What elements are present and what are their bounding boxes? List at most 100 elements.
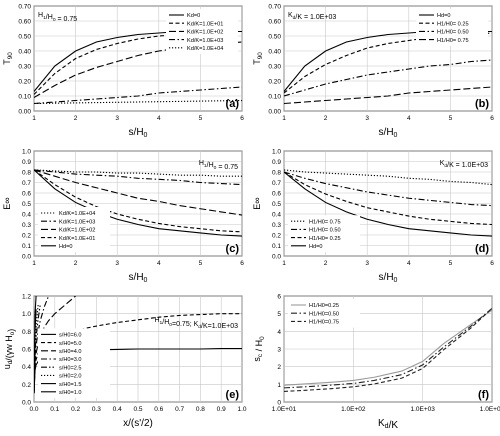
y-tick-label: 0.5 [22, 201, 31, 208]
series-line [284, 171, 492, 226]
panel-letter: (a) [226, 98, 240, 110]
legend-label: H1/H0=0.75 [309, 320, 339, 326]
y-tick-label: 0.70 [268, 4, 281, 11]
x-tick-label: 5 [449, 260, 453, 267]
x-tick-label: 0.5 [133, 406, 142, 413]
y-tick-label: 0.1 [22, 243, 31, 250]
legend-label: Kd/K=1.0E+02 [187, 30, 223, 36]
x-tick-label: 6 [240, 260, 244, 267]
x-tick-label: 3 [365, 260, 369, 267]
panel-annotation: Kd/K = 1.0E+03 [440, 160, 488, 169]
y-tick-label: 0.10 [18, 94, 31, 101]
legend-label: H1/H0= 0.75 [309, 219, 341, 225]
y-tick-label: 0.40 [268, 49, 281, 56]
legend-label: Kd/K=1.0E+04 [59, 211, 95, 217]
y-tick-label: 0.8 [272, 170, 281, 177]
series-line [284, 307, 492, 389]
legend-label: Kd/K=1.0E+04 [187, 46, 223, 52]
x-axis-label: s/H0 [379, 127, 398, 139]
series-line [34, 304, 41, 394]
y-tick-label: 0.60 [268, 19, 281, 26]
x-tick-label: 4 [157, 260, 161, 267]
y-tick-label: 0.20 [18, 79, 31, 86]
y-tick-label: 0.7 [22, 180, 31, 187]
x-tick-label: 1 [32, 260, 36, 267]
legend-label: Kd/K=1.0E+03 [187, 38, 223, 44]
y-tick-label: 0.3 [22, 222, 31, 229]
x-tick-label: 1.0 [237, 406, 246, 413]
legend-label: s/H0=6.0 [59, 333, 82, 339]
panel-d: 0.0 0.1 0.2 0.3 0.4 0.5 0.6 0.7 0.8 0.9 1.0 1 2 3 4 5 6 s… [252, 149, 494, 285]
y-tick-label: 0.7 [272, 180, 281, 187]
series-line [34, 169, 242, 216]
y-tick-label: 0.20 [268, 79, 281, 86]
y-tick-label: 0.50 [18, 34, 31, 41]
legend-label: Kd/K=1.0E+02 [59, 228, 95, 234]
x-tick-label: 0.3 [92, 406, 101, 413]
series-line [34, 296, 37, 394]
x-tick-label: 5 [199, 115, 203, 122]
y-tick-label: 1.0 [272, 149, 281, 156]
y-axis-label: sc / H0 [252, 336, 266, 362]
legend: H1/H0=0.25 H1/H0=0.50 H1/H0=0.75 [288, 299, 360, 328]
x-tick-label: 1 [32, 115, 36, 122]
y-tick-label: 1.2 [22, 294, 31, 301]
y-tick-label: 0.4 [22, 364, 31, 371]
y-tick-label: 4 [277, 329, 281, 336]
legend-label: s/H0=1.0 [59, 390, 82, 396]
y-axis-label: E∞ [252, 197, 262, 209]
y-tick-label: 0.2 [22, 233, 31, 240]
x-tick-label: 0.9 [217, 406, 226, 413]
series-line [34, 86, 242, 105]
x-tick-label: 6 [490, 260, 494, 267]
x-tick-label: 6 [490, 115, 494, 122]
legend-label: s/H0=2.5 [59, 365, 82, 371]
y-tick-label: 0.1 [272, 243, 281, 250]
x-axis-label: s/H0 [129, 127, 148, 139]
series-line [284, 171, 492, 237]
x-tick-label: 2 [324, 115, 328, 122]
legend-label: H1/H0= 0.25 [437, 21, 469, 27]
x-tick-label: 0.8 [196, 406, 205, 413]
x-tick-label: 1.0E+04 [480, 406, 500, 413]
panel-e: 0.0 0.2 0.4 0.6 0.8 1.0 1.2 0.0 0.1 0.2 0.3 0.4 0.5 0… [2, 294, 247, 430]
y-tick-label: 0.6 [22, 191, 31, 198]
panel-annotation: H1/H0 = 0.75 [199, 160, 238, 171]
y-tick-label: 0.30 [268, 64, 281, 71]
y-tick-label: 0.0 [272, 254, 281, 261]
x-tick-label: 0.2 [71, 406, 80, 413]
x-axis-label: Kd/K [378, 418, 398, 431]
y-tick-label: 1 [277, 382, 281, 389]
series-line [284, 309, 492, 386]
y-tick-label: 0.3 [272, 222, 281, 229]
x-tick-label: 2 [74, 115, 78, 122]
legend-label: H1/H0= 0.75 [437, 38, 469, 44]
y-tick-label: 2 [277, 364, 281, 371]
y-tick-label: 0.9 [22, 159, 31, 166]
series-line [284, 32, 492, 94]
y-axis-label: T90 [2, 52, 14, 65]
y-tick-label: 1.0 [22, 311, 31, 318]
panel-letter: (f) [478, 389, 489, 401]
y-axis-label: ud/(γw Ho) [2, 329, 16, 370]
x-tick-label: 0.4 [113, 406, 122, 413]
series-line [34, 169, 242, 233]
y-tick-label: 0.60 [18, 19, 31, 26]
panel-a: 0.00 0.10 0.20 0.30 0.40 0.50 0.60 0.70 1 2 3 4 5 6 s/… [2, 4, 244, 140]
panel-letter: (c) [226, 243, 240, 255]
y-tick-label: 0.70 [18, 4, 31, 11]
y-tick-label: 0.00 [268, 109, 281, 116]
series-line [284, 86, 492, 105]
x-tick-label: 0.1 [50, 406, 59, 413]
legend: Hd=0 H1/H0= 0.25 H1/H0= 0.50 H1/H0= 0.75 [416, 9, 488, 46]
x-tick-label: 5 [449, 115, 453, 122]
x-tick-label: 4 [157, 115, 161, 122]
y-tick-label: 3 [277, 347, 281, 354]
x-tick-label: 1.0E+01 [272, 406, 297, 413]
x-axis-label: s/H0 [129, 272, 148, 284]
y-tick-label: 0.0 [22, 254, 31, 261]
legend: s/H0=6.0 s/H0=5.0 s/H0=4.0 s/H0=3.0 s/H0=2.5… [38, 328, 110, 398]
series-line [34, 296, 50, 394]
y-tick-label: 0 [277, 400, 281, 407]
y-tick-label: 0.6 [22, 347, 31, 354]
